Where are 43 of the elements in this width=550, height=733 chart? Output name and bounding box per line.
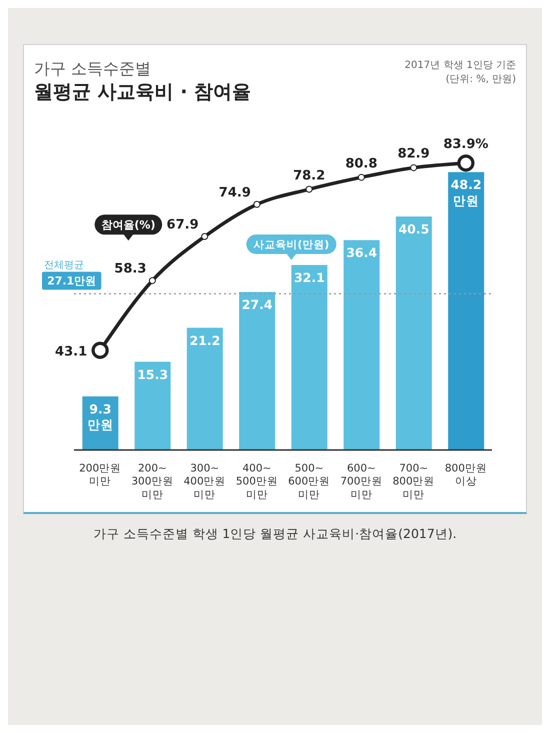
ref-line-label: 전체평균 27.1만원: [44, 260, 96, 288]
bar: [344, 240, 380, 450]
x-tick-label: 700~ 800만원 미만: [392, 462, 435, 502]
data-label: 67.9: [166, 218, 199, 234]
data-label: 9.3 만원: [87, 402, 114, 432]
x-tick-label: 800만원 이상: [444, 462, 487, 488]
point: [410, 164, 418, 172]
data-label: 83.9%: [443, 138, 488, 153]
point: [148, 278, 156, 285]
x-tick-label: 500~ 600만원 미만: [288, 462, 330, 502]
x-tick-label: 200~ 300만원 미만: [131, 462, 174, 502]
x-tick-label: 300~ 400만원 미만: [184, 462, 226, 502]
x-tick-label: 200만원 미만: [79, 462, 122, 488]
data-label: 43.1: [55, 344, 88, 360]
text: 가구 소득수준별 학생 1인당 월평균 사교육비·참여율(2017년).: [92, 526, 458, 544]
data-label: 32.1: [294, 270, 325, 286]
data-label: 21.2: [189, 333, 220, 348]
bar: [291, 265, 328, 450]
point: [201, 234, 208, 241]
x-tick-label: 400~ 500만원 미만: [236, 462, 278, 502]
point: [253, 201, 260, 208]
data-label: 15.3: [137, 367, 168, 382]
data-label: 82.9: [398, 147, 430, 162]
bar: [448, 172, 484, 450]
data-label: 78.2: [293, 168, 326, 184]
bar: [396, 217, 432, 450]
point: [358, 174, 365, 182]
data-label: 74.9: [218, 186, 251, 201]
chart-title: 가구 소득수준별 월평균 사교육비 · 참여율: [34, 59, 252, 104]
data-label: 58.3: [114, 262, 146, 278]
text: 참여율(%): [101, 219, 156, 232]
data-label: 27.4: [242, 298, 273, 313]
bar: [134, 362, 171, 450]
bar: [239, 292, 276, 450]
data-label: 40.5: [398, 222, 430, 238]
chart-subtitle: 2017년 학생 1인당 기준 (단위: %, 만원): [404, 59, 516, 86]
data-label: 36.4: [346, 246, 378, 261]
x-tick-label: 600~ 700만원 미만: [340, 462, 382, 502]
point: [306, 186, 313, 194]
bar: [186, 328, 223, 450]
data-label: 80.8: [345, 156, 378, 172]
data-label: 48.2 만원: [450, 178, 482, 208]
series-label: 사교육비(만원): [254, 239, 330, 252]
